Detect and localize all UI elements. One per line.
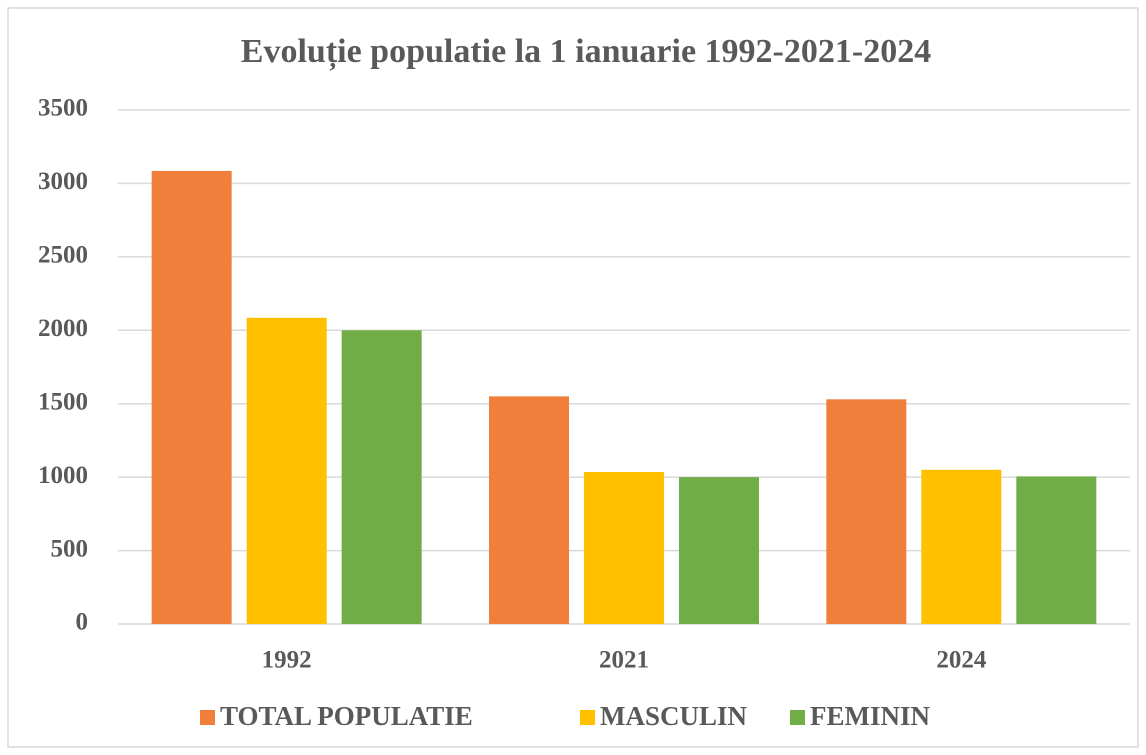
legend-swatch [580, 710, 595, 725]
bar [489, 396, 569, 624]
legend-label: MASCULIN [600, 701, 748, 731]
y-tick-label: 3000 [38, 168, 88, 195]
legend-label: TOTAL POPULATIE [220, 701, 473, 731]
y-tick-label: 1000 [38, 462, 88, 489]
y-tick-label: 3500 [38, 95, 88, 122]
y-tick-label: 1500 [38, 388, 88, 415]
legend-swatch [200, 710, 215, 725]
chart-title: Evoluție populatie la 1 ianuarie 1992-20… [241, 33, 931, 71]
y-tick-label: 0 [76, 609, 89, 636]
bar [679, 477, 759, 624]
bar [151, 170, 232, 624]
legend-swatch [790, 710, 805, 725]
y-tick-label: 500 [51, 535, 89, 562]
x-tick-label: 1992 [262, 647, 312, 674]
y-tick-label: 2000 [38, 315, 88, 342]
bar [826, 399, 907, 624]
bar [1016, 476, 1097, 624]
legend-label: FEMININ [810, 701, 930, 731]
bar [246, 317, 327, 624]
x-tick-label: 2021 [599, 647, 649, 674]
x-tick-label: 2024 [936, 647, 987, 674]
bar [341, 330, 422, 624]
y-tick-label: 2500 [38, 242, 88, 269]
bar [584, 472, 664, 624]
bar [921, 469, 1002, 624]
